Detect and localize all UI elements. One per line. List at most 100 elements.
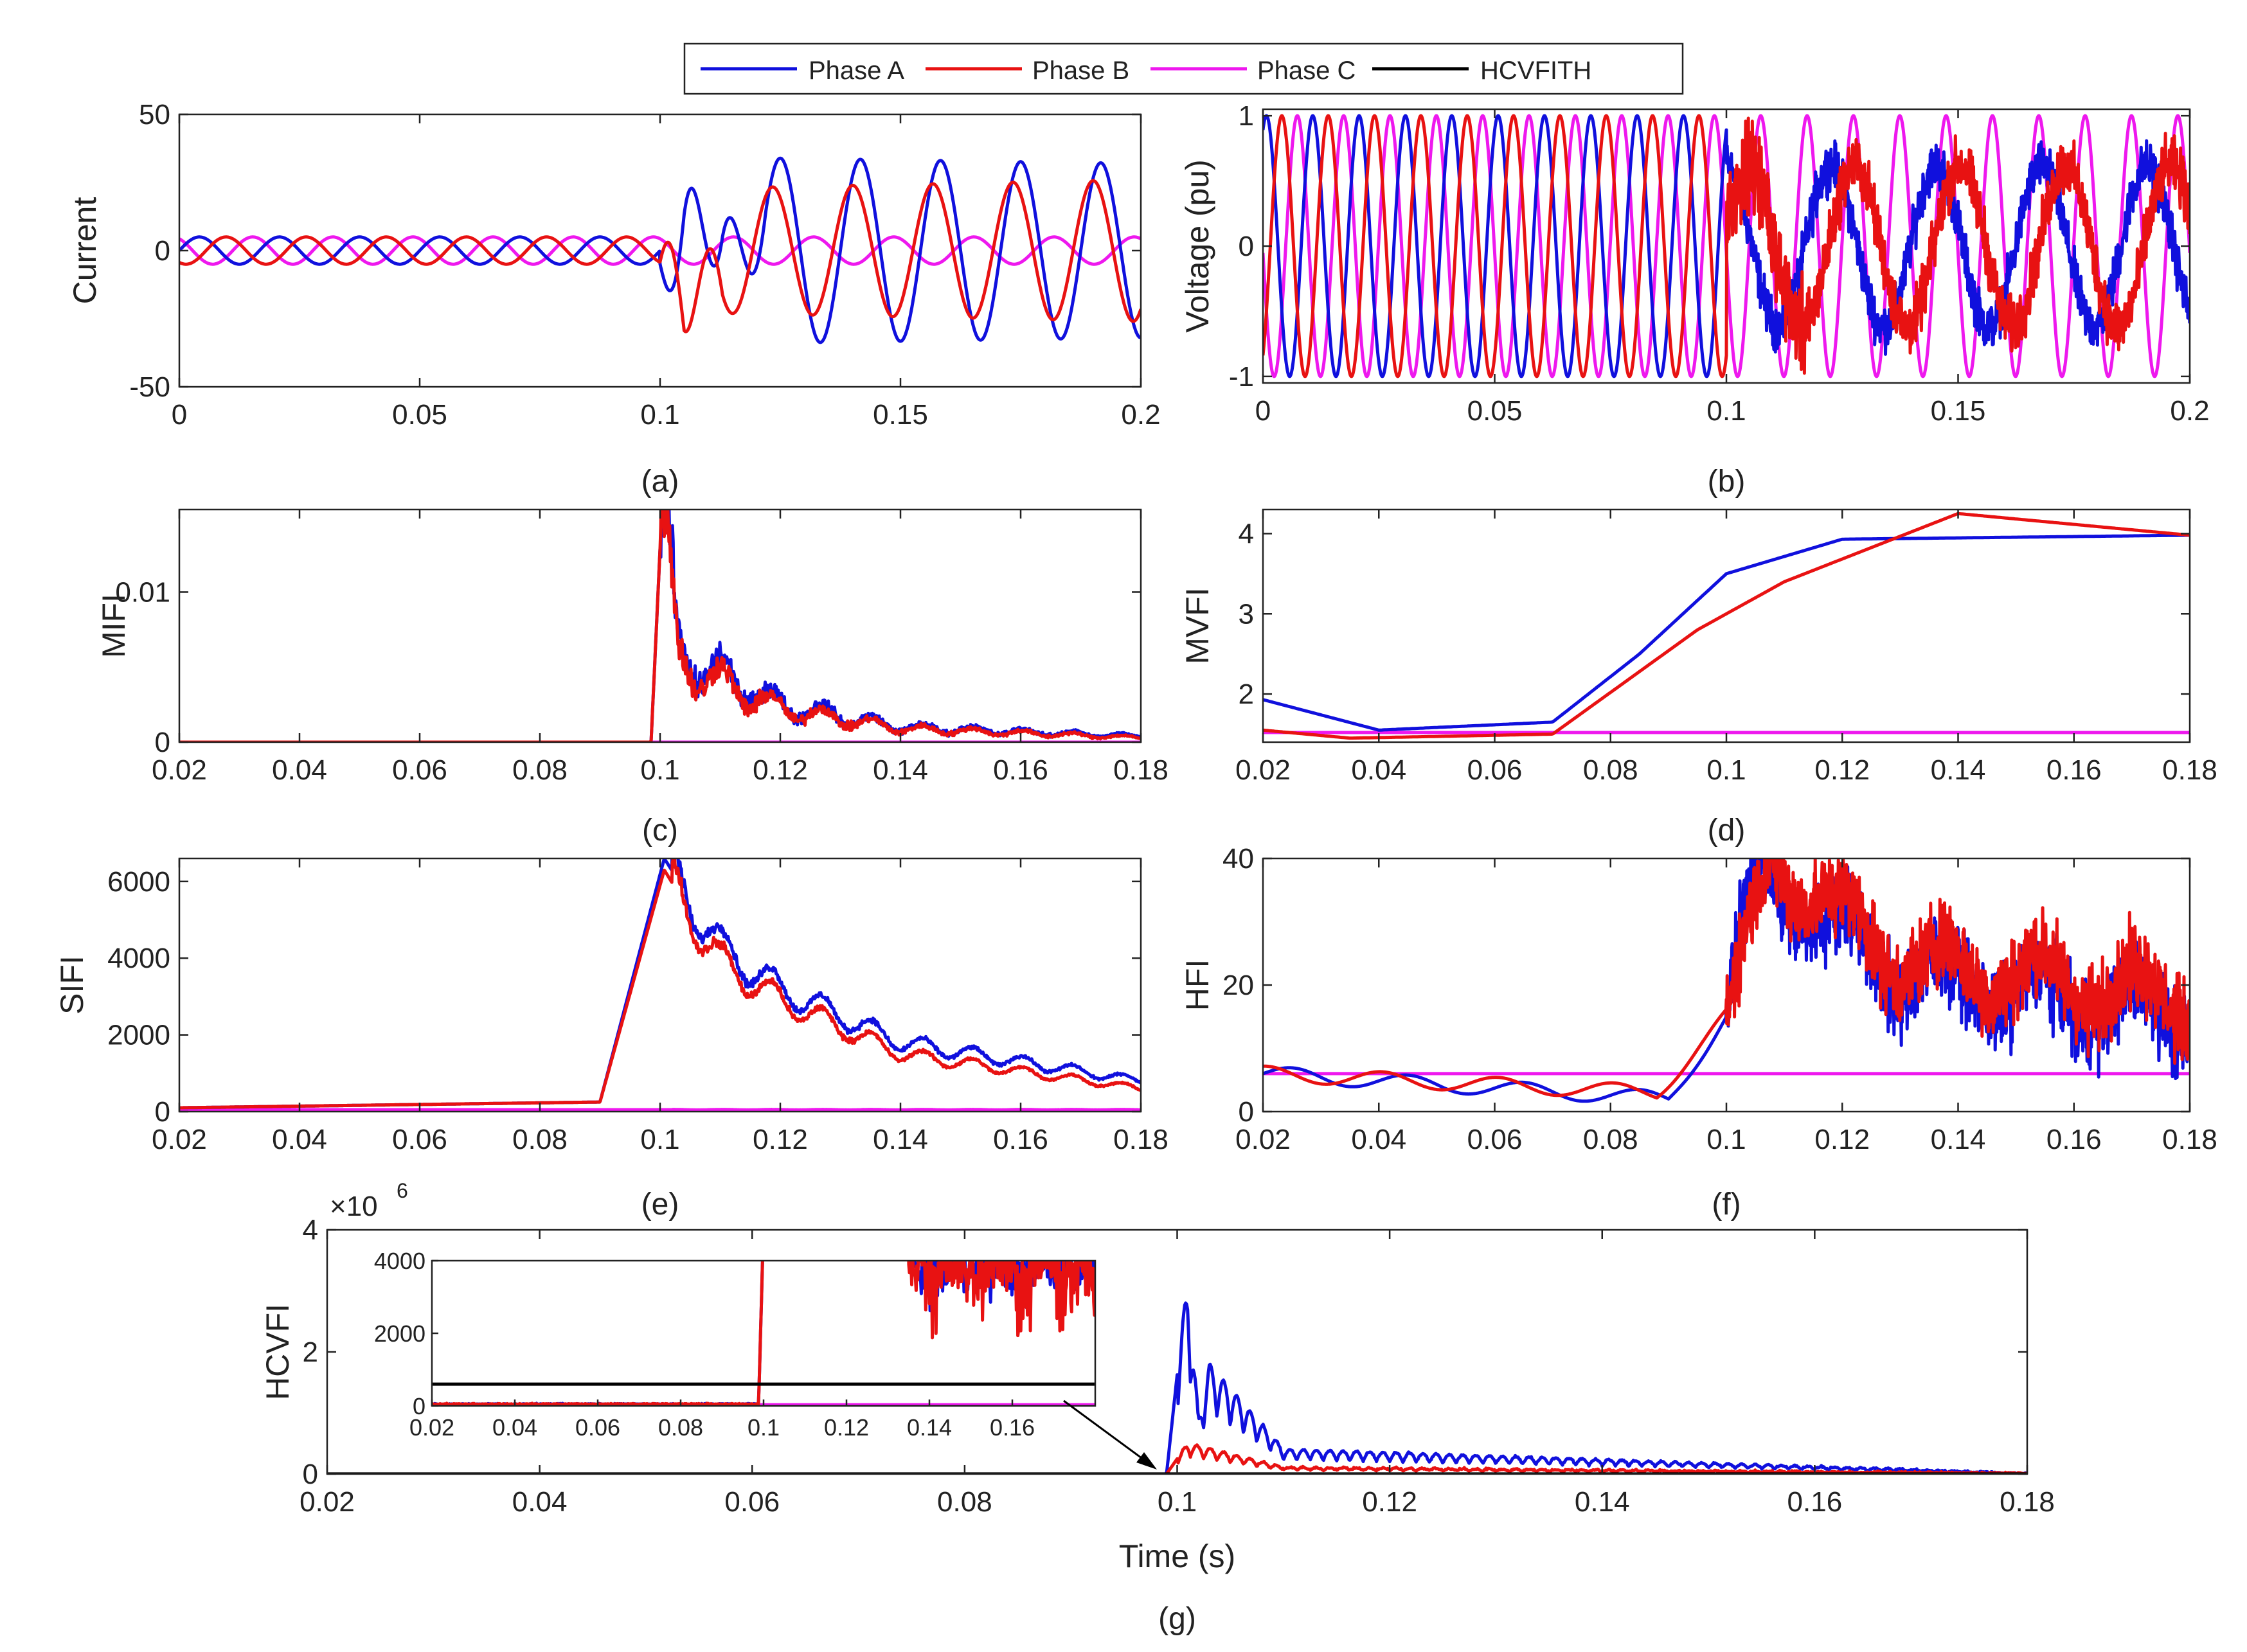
y-tick-label: 0 xyxy=(1239,1096,1254,1128)
y-axis-label: MVFI xyxy=(1179,587,1215,664)
series-line-phase-b xyxy=(1263,511,2190,740)
x-tick-label: 0.1 xyxy=(1706,1124,1746,1155)
inset-x-tick-label: 0.16 xyxy=(990,1414,1035,1441)
y-tick-label: 6000 xyxy=(107,866,170,898)
y-tick-label: 20 xyxy=(1222,970,1254,1001)
series-line-phase-b xyxy=(179,510,1141,742)
inset-x-tick-label: 0.02 xyxy=(409,1414,454,1441)
x-tick-label: 0.12 xyxy=(753,754,808,786)
x-tick-label: 0.06 xyxy=(392,1124,447,1155)
series-line-phase-a xyxy=(179,858,1141,1110)
x-tick-label: 0.04 xyxy=(272,754,327,786)
x-tick-label: 0.05 xyxy=(392,399,447,431)
x-tick-label: 0.18 xyxy=(2162,754,2217,786)
x-tick-label: 0.16 xyxy=(993,1124,1048,1155)
inset-x-tick-label: 0.14 xyxy=(907,1414,952,1441)
panel-c: 0.02 0.04 0.06 0.08 0.1 0.12 0.14 0.16 0.18 0 0.01… xyxy=(96,508,1168,848)
panel-caption: (g) xyxy=(1158,1602,1196,1636)
x-tick-label: 0.1 xyxy=(1706,395,1746,427)
zoom-arrow xyxy=(1063,1399,1157,1470)
y-tick-label: 2000 xyxy=(107,1020,170,1051)
zoom-arrow-head xyxy=(1136,1452,1157,1470)
x-tick-label: 0.18 xyxy=(2000,1486,2055,1518)
x-tick-label: 0.16 xyxy=(1787,1486,1843,1518)
x-tick-label: 0.04 xyxy=(512,1486,568,1518)
inset-x-tick-label: 0.12 xyxy=(824,1414,869,1441)
x-tick-label: 0.16 xyxy=(993,754,1048,786)
series-line-phase-b xyxy=(1263,114,2190,378)
y-axis-label: SIFI xyxy=(54,955,90,1015)
y-axis-label: MIFI xyxy=(96,594,132,658)
series-line-phase-b xyxy=(179,858,1141,1110)
series-group xyxy=(179,858,1141,1112)
inset-y-tick-label: 2000 xyxy=(374,1320,425,1347)
y-tick-label: 4 xyxy=(1239,518,1254,549)
panel-caption: (b) xyxy=(1708,465,1746,499)
x-tick-label: 0.08 xyxy=(512,1124,568,1155)
x-tick-label: 0.1 xyxy=(640,1124,679,1155)
series-line-phase-a xyxy=(1263,114,2190,378)
x-tick-label: 0.2 xyxy=(2170,395,2209,427)
legend-label-phase-c: Phase C xyxy=(1257,57,1356,85)
x-tick-label: 0.04 xyxy=(272,1124,327,1155)
series-line-phase-b xyxy=(327,1443,2027,1474)
x-tick-label: 0.14 xyxy=(1575,1486,1630,1518)
x-tick-label: 0.06 xyxy=(724,1486,780,1518)
inset-x-tick-label: 0.08 xyxy=(658,1414,703,1441)
series-line-phase-b xyxy=(179,179,1141,333)
x-tick-label: 0 xyxy=(1255,395,1271,427)
y-axis-label: Voltage (pu) xyxy=(1179,159,1215,333)
x-tick-label: 0.08 xyxy=(512,754,568,786)
x-tick-label: 0.1 xyxy=(640,754,679,786)
x-tick-label: 0.16 xyxy=(2046,754,2102,786)
y-tick-label: -1 xyxy=(1229,361,1254,393)
legend-label-hcvfith: HCVFITH xyxy=(1480,57,1591,85)
y-exponent: ×10 xyxy=(330,1191,378,1222)
legend: Phase A Phase B Phase C HCVFITH xyxy=(683,42,1684,95)
x-tick-label: 0.06 xyxy=(392,754,447,786)
inset-y-tick-label: 0 xyxy=(413,1393,425,1419)
y-tick-label: 3 xyxy=(1239,598,1254,630)
legend-label-phase-b: Phase B xyxy=(1032,57,1129,85)
series-line-phase-a xyxy=(179,156,1141,344)
inset: 0.02 0.04 0.06 0.08 0.1 0.12 0.14 0.16 0 2000 4000 xyxy=(374,1248,1097,1441)
inset-x-tick-label: 0.04 xyxy=(492,1414,537,1441)
series-group xyxy=(179,510,1141,742)
panel-d: 0.02 0.04 0.06 0.08 0.1 0.12 0.14 0.16 0.18 2 3 4 MV… xyxy=(1179,508,2217,848)
y-tick-label: 4 xyxy=(303,1214,318,1246)
y-tick-label: -50 xyxy=(129,371,170,403)
series-line-phase-a xyxy=(327,1301,2027,1474)
x-tick-label: 0.08 xyxy=(937,1486,992,1518)
x-tick-label: 0 xyxy=(172,399,187,431)
x-tick-label: 0.04 xyxy=(1351,1124,1406,1155)
x-tick-label: 0.02 xyxy=(1235,1124,1291,1155)
axes-box xyxy=(1262,508,2191,743)
y-tick-label: 1 xyxy=(1239,100,1254,132)
y-tick-label: 50 xyxy=(139,99,170,130)
y-exponent-power: 6 xyxy=(397,1179,408,1202)
y-axis-label: HFI xyxy=(1179,959,1215,1011)
x-tick-label: 0.14 xyxy=(1931,754,1986,786)
y-tick-label: 4000 xyxy=(107,943,170,974)
inset-y-tick-label: 4000 xyxy=(374,1248,425,1274)
x-tick-label: 0.18 xyxy=(1113,754,1168,786)
y-axis-label: Current xyxy=(67,197,103,305)
x-tick-label: 0.12 xyxy=(1814,1124,1870,1155)
y-tick-label: 0 xyxy=(155,235,170,267)
x-tick-label: 0.18 xyxy=(2162,1124,2217,1155)
series-group xyxy=(1263,511,2190,740)
x-tick-label: 0.1 xyxy=(1706,754,1746,786)
panel-e: 0.02 0.04 0.06 0.08 0.1 0.12 0.14 0.16 0.18 0 2000… xyxy=(54,857,1168,1221)
legend-label-phase-a: Phase A xyxy=(809,57,904,85)
x-tick-label: 0.05 xyxy=(1467,395,1523,427)
x-tick-label: 0.1 xyxy=(640,399,679,431)
y-tick-label: 0 xyxy=(1239,231,1254,262)
series-group xyxy=(1263,858,2190,1103)
x-tick-label: 0.2 xyxy=(1121,399,1160,431)
x-tick-label: 0.12 xyxy=(753,1124,808,1155)
panel-caption: (a) xyxy=(641,465,679,499)
series-line-phase-c xyxy=(179,235,1141,266)
x-tick-label: 0.02 xyxy=(152,754,207,786)
x-tick-label: 0.18 xyxy=(1113,1124,1168,1155)
